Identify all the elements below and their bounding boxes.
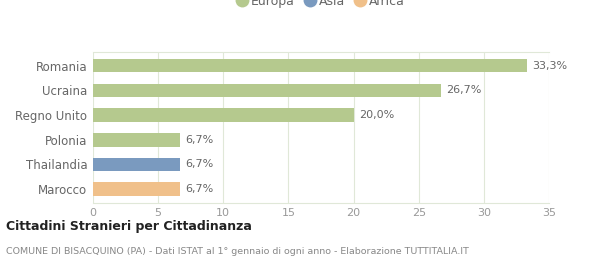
Bar (93, 83, 441, 97)
Legend: Europa, Asia, Africa: Europa, Asia, Africa (238, 0, 404, 8)
Bar (93, 182, 180, 196)
Text: 20,0%: 20,0% (359, 110, 394, 120)
Bar (93, 59, 527, 73)
Bar (93, 133, 180, 147)
Bar (93, 158, 180, 171)
Bar (93, 108, 353, 122)
Text: 6,7%: 6,7% (185, 184, 214, 194)
Text: 26,7%: 26,7% (446, 85, 481, 95)
Text: Cittadini Stranieri per Cittadinanza: Cittadini Stranieri per Cittadinanza (6, 220, 252, 233)
Text: COMUNE DI BISACQUINO (PA) - Dati ISTAT al 1° gennaio di ogni anno - Elaborazione: COMUNE DI BISACQUINO (PA) - Dati ISTAT a… (6, 246, 469, 256)
Text: 33,3%: 33,3% (532, 61, 567, 71)
Text: 6,7%: 6,7% (185, 135, 214, 145)
Text: 6,7%: 6,7% (185, 159, 214, 170)
